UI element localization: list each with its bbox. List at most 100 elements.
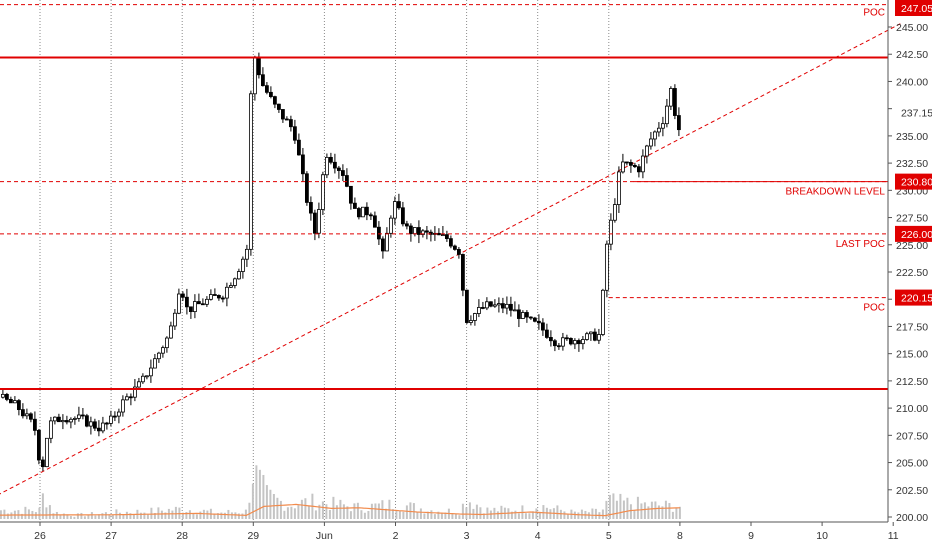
candle[interactable] xyxy=(264,85,269,93)
candle[interactable] xyxy=(568,337,573,345)
candle[interactable] xyxy=(488,301,493,307)
candle[interactable] xyxy=(360,206,365,218)
candle[interactable] xyxy=(412,227,417,235)
candle[interactable] xyxy=(196,301,201,305)
candle[interactable] xyxy=(612,204,617,221)
candle[interactable] xyxy=(84,415,89,427)
candle[interactable] xyxy=(676,115,681,131)
candle[interactable] xyxy=(232,278,237,286)
candle[interactable] xyxy=(300,154,305,175)
candle[interactable] xyxy=(200,303,205,306)
candle[interactable] xyxy=(608,219,613,245)
candle[interactable] xyxy=(316,209,321,234)
candle[interactable] xyxy=(660,123,665,129)
candle[interactable] xyxy=(552,340,557,347)
candle[interactable] xyxy=(204,298,209,305)
candle[interactable] xyxy=(332,161,337,169)
candle[interactable] xyxy=(648,138,653,147)
candle[interactable] xyxy=(636,166,641,173)
candle[interactable] xyxy=(4,393,9,400)
candle[interactable] xyxy=(620,161,625,173)
candle[interactable] xyxy=(656,127,661,133)
candle[interactable] xyxy=(532,317,537,322)
candle[interactable] xyxy=(256,57,261,76)
candle[interactable] xyxy=(564,337,569,340)
candle[interactable] xyxy=(104,422,109,425)
candle[interactable] xyxy=(48,420,53,439)
candle[interactable] xyxy=(288,119,293,128)
candle[interactable] xyxy=(320,174,325,210)
candle[interactable] xyxy=(356,208,361,218)
candle[interactable] xyxy=(140,375,145,383)
candle[interactable] xyxy=(136,381,141,388)
candle[interactable] xyxy=(344,175,349,187)
candle[interactable] xyxy=(572,340,577,345)
candle[interactable] xyxy=(296,139,301,156)
candle[interactable] xyxy=(260,74,265,87)
candle[interactable] xyxy=(476,307,481,314)
candle[interactable] xyxy=(312,212,317,234)
candle[interactable] xyxy=(428,231,433,235)
candle[interactable] xyxy=(176,293,181,314)
candle[interactable] xyxy=(616,171,621,205)
candle[interactable] xyxy=(184,296,189,308)
candle[interactable] xyxy=(376,226,381,240)
candle[interactable] xyxy=(460,254,465,291)
candle[interactable] xyxy=(500,303,505,309)
candle[interactable] xyxy=(528,316,533,319)
candle[interactable] xyxy=(112,415,117,418)
candle[interactable] xyxy=(76,414,81,419)
candle[interactable] xyxy=(548,337,553,342)
candle[interactable] xyxy=(228,285,233,288)
candle[interactable] xyxy=(348,185,353,204)
trendline[interactable] xyxy=(0,23,901,495)
candle[interactable] xyxy=(124,396,129,401)
candle[interactable] xyxy=(536,320,541,324)
candle[interactable] xyxy=(100,422,105,432)
candle[interactable] xyxy=(272,96,277,105)
candle[interactable] xyxy=(172,312,177,327)
candle[interactable] xyxy=(32,418,37,431)
candle[interactable] xyxy=(168,325,173,339)
candle[interactable] xyxy=(304,173,309,203)
candle[interactable] xyxy=(580,339,585,345)
candle[interactable] xyxy=(148,367,153,377)
candle[interactable] xyxy=(252,57,257,95)
candle[interactable] xyxy=(604,243,609,291)
candle[interactable] xyxy=(652,131,657,140)
candle[interactable] xyxy=(480,307,485,309)
candle[interactable] xyxy=(192,301,197,313)
candle[interactable] xyxy=(400,207,405,225)
candle[interactable] xyxy=(584,333,589,340)
candle[interactable] xyxy=(340,170,345,176)
candle[interactable] xyxy=(248,93,253,250)
candle[interactable] xyxy=(0,393,5,398)
candle[interactable] xyxy=(416,227,421,235)
candle[interactable] xyxy=(524,312,529,318)
candle[interactable] xyxy=(592,331,597,341)
candle[interactable] xyxy=(408,225,413,235)
candle[interactable] xyxy=(220,297,225,300)
candle[interactable] xyxy=(336,167,341,171)
candle[interactable] xyxy=(164,337,169,349)
candle[interactable] xyxy=(496,303,501,306)
candle[interactable] xyxy=(116,411,121,417)
candle[interactable] xyxy=(36,429,41,461)
candle[interactable] xyxy=(640,155,645,173)
candle[interactable] xyxy=(24,413,29,417)
candle[interactable] xyxy=(64,420,69,423)
candle[interactable] xyxy=(668,88,673,107)
candle[interactable] xyxy=(472,313,477,321)
candle[interactable] xyxy=(128,396,133,399)
candle[interactable] xyxy=(456,249,461,255)
candle[interactable] xyxy=(372,215,377,228)
candle[interactable] xyxy=(628,162,633,166)
candle[interactable] xyxy=(448,238,453,247)
candle[interactable] xyxy=(504,303,509,309)
candle[interactable] xyxy=(284,118,289,121)
candle[interactable] xyxy=(644,145,649,157)
candle[interactable] xyxy=(520,312,525,319)
candle[interactable] xyxy=(188,306,193,313)
candle[interactable] xyxy=(44,437,49,468)
candle[interactable] xyxy=(268,91,273,98)
